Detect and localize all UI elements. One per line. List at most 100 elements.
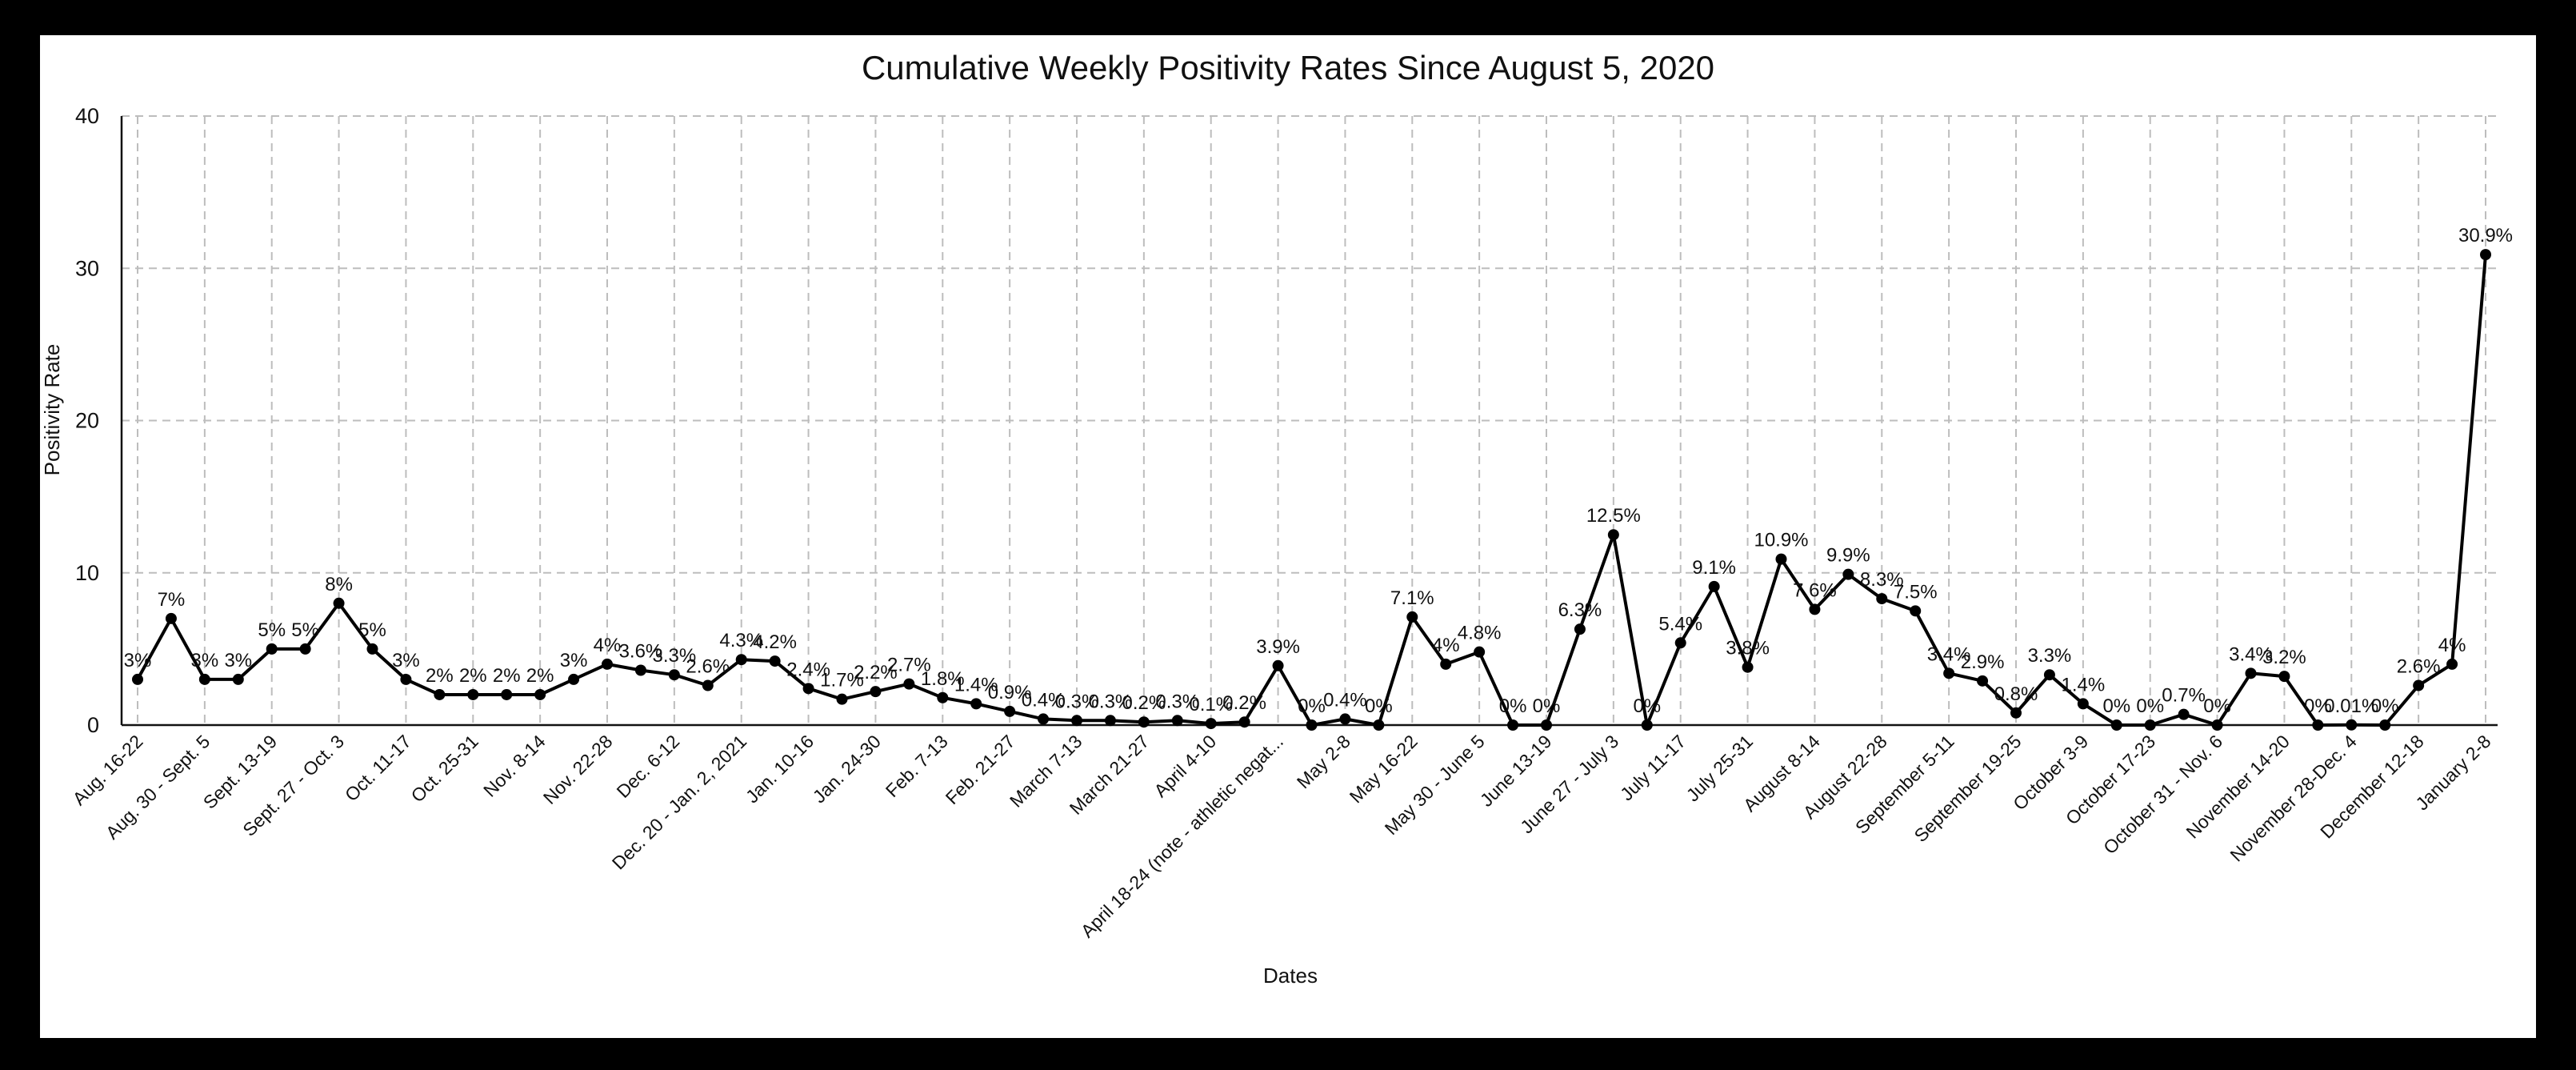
data-point	[2178, 708, 2190, 720]
data-point	[2211, 719, 2223, 731]
data-point	[1541, 719, 1552, 731]
data-point	[333, 597, 345, 609]
data-label: 5%	[258, 619, 286, 641]
data-point	[2077, 698, 2089, 710]
data-label: 12.5%	[1586, 505, 1641, 527]
data-label: 0.8%	[1994, 683, 2038, 705]
data-point	[1641, 719, 1653, 731]
data-label: 4.3%	[719, 630, 763, 651]
data-point	[668, 669, 680, 681]
data-point	[2312, 719, 2324, 731]
data-point	[769, 655, 781, 667]
data-point	[467, 688, 479, 700]
data-label: 0.01%	[2324, 695, 2378, 717]
data-point	[1004, 705, 1016, 717]
data-label: 3%	[224, 650, 252, 671]
data-label: 3.3%	[2028, 645, 2072, 667]
line-chart: Cumulative Weekly Positivity Rates Since…	[40, 49, 2513, 988]
data-label: 0.1%	[1189, 694, 1233, 715]
data-point	[1306, 719, 1318, 731]
x-tick-label: Nov. 8-14	[479, 731, 550, 801]
data-point	[903, 678, 915, 690]
x-tick-label: November 28-Dec. 4	[2226, 731, 2361, 866]
data-point	[1406, 611, 1418, 623]
data-point	[2278, 671, 2290, 683]
data-label: 6.3%	[1558, 599, 1602, 621]
data-point	[1943, 667, 1955, 679]
data-label: 2%	[459, 665, 487, 687]
data-label: 3.6%	[619, 641, 663, 663]
data-label: 4%	[2438, 635, 2466, 656]
x-tick-label: July 11-17	[1616, 731, 1690, 804]
data-label: 3.3%	[653, 645, 697, 667]
data-point	[1876, 593, 1888, 605]
data-label: 0%	[1365, 695, 1393, 717]
data-label: 5.4%	[1658, 613, 1702, 635]
data-label: 2.7%	[887, 655, 931, 676]
x-tick-label: Dec. 20 - Jan. 2, 2021	[608, 731, 750, 873]
data-point	[1574, 623, 1586, 635]
x-axis-title: Dates	[1263, 964, 1318, 988]
data-label: 3%	[124, 650, 152, 671]
data-label: 4%	[1432, 635, 1460, 656]
data-point	[1440, 658, 1452, 670]
data-label: 3%	[191, 650, 219, 671]
data-label: 2.2%	[854, 662, 898, 683]
data-point	[702, 679, 714, 691]
data-point	[1507, 719, 1519, 731]
data-label: 7%	[158, 589, 186, 611]
data-point	[2144, 719, 2156, 731]
data-label: 2%	[493, 665, 521, 687]
y-tick-label: 0	[87, 713, 99, 737]
data-point	[836, 693, 848, 705]
data-label: 10.9%	[1754, 530, 1808, 551]
data-label: 0%	[2203, 695, 2231, 717]
data-label: 1.4%	[2062, 674, 2106, 695]
data-point	[1775, 553, 1787, 565]
data-point	[970, 698, 982, 710]
data-label: 8.3%	[1860, 569, 1904, 591]
data-point	[266, 643, 278, 655]
x-tick-label: Oct. 11-17	[341, 731, 415, 805]
x-tick-label: Jan. 10-16	[742, 731, 818, 807]
x-tick-label: Oct. 25-31	[406, 731, 482, 806]
data-label: 3.9%	[1256, 636, 1300, 658]
data-label: 0%	[1633, 695, 1661, 717]
data-point	[1238, 716, 1250, 728]
data-label: 2%	[426, 665, 454, 687]
data-point	[1474, 646, 1486, 658]
data-label: 0.9%	[988, 682, 1032, 703]
data-point	[1138, 716, 1150, 728]
x-tick-label: Nov. 22-28	[539, 731, 617, 808]
data-point	[735, 654, 747, 666]
data-label: 8%	[325, 574, 353, 595]
y-tick-label: 30	[75, 256, 99, 280]
data-point	[2413, 679, 2425, 691]
data-point	[2379, 719, 2391, 731]
x-tick-label: April 4-10	[1150, 731, 1220, 801]
data-label: 0.7%	[2162, 685, 2206, 707]
data-point	[534, 688, 546, 700]
data-label: 0%	[2371, 695, 2399, 717]
data-label: 2.6%	[2397, 656, 2441, 678]
gridlines	[122, 115, 2502, 725]
x-tick-label: October 31 - Nov. 6	[2099, 731, 2226, 858]
chart-title: Cumulative Weekly Positivity Rates Since…	[862, 49, 1714, 86]
data-point	[1071, 715, 1082, 727]
data-label: 4.8%	[1458, 623, 1502, 644]
data-point	[1607, 529, 1619, 541]
data-label: 3.8%	[1726, 638, 1770, 659]
data-point	[937, 691, 949, 703]
data-label: 2.4%	[786, 659, 830, 680]
data-label: 0%	[2304, 695, 2332, 717]
data-label: 0%	[2136, 695, 2164, 717]
data-point	[1910, 605, 1922, 617]
data-point	[634, 664, 646, 676]
data-point	[2010, 707, 2022, 719]
data-label: 2.9%	[1961, 651, 2005, 673]
data-label: 5%	[358, 619, 386, 641]
data-point	[802, 683, 814, 695]
data-point	[1809, 603, 1821, 615]
data-label: 0%	[2102, 695, 2130, 717]
